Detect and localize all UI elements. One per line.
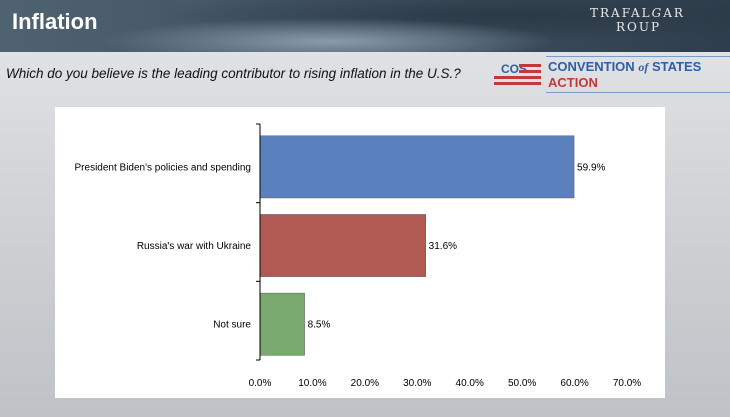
x-tick-label: 50.0%	[508, 378, 536, 389]
chart-svg: President Biden's policies and spending 5…	[75, 123, 641, 389]
bar	[259, 292, 305, 356]
category-label: Russia's war with Ukraine	[137, 241, 252, 252]
x-tick-label: 70.0%	[613, 378, 641, 389]
x-tick-label: 60.0%	[560, 378, 588, 389]
page-title: Inflation	[12, 9, 98, 34]
bar	[259, 214, 426, 277]
bar	[259, 135, 575, 199]
bar-chart: President Biden's policies and spending 5…	[55, 107, 665, 398]
data-label: 31.6%	[429, 241, 457, 252]
cos-name: CONVENTION of STATES ACTION	[546, 56, 730, 93]
trafalgar-logo: TRAFALGAR ROUP	[590, 6, 685, 34]
header-banner: Inflation TRAFALGAR ROUP	[0, 0, 730, 52]
x-tick-label: 40.0%	[456, 378, 484, 389]
x-tick-label: 20.0%	[351, 378, 379, 389]
category-label: Not sure	[213, 320, 251, 331]
flag-icon: COS	[494, 62, 542, 88]
x-tick-label: 0.0%	[249, 378, 272, 389]
x-tick-label: 30.0%	[403, 378, 431, 389]
survey-question: Which do you believe is the leading cont…	[6, 66, 461, 81]
cos-logo: COS CONVENTION of STATES ACTION	[494, 56, 730, 93]
x-tick-label: 10.0%	[298, 378, 326, 389]
category-label: President Biden's policies and spending	[75, 162, 251, 173]
data-label: 8.5%	[308, 320, 331, 331]
data-label: 59.9%	[577, 162, 605, 173]
